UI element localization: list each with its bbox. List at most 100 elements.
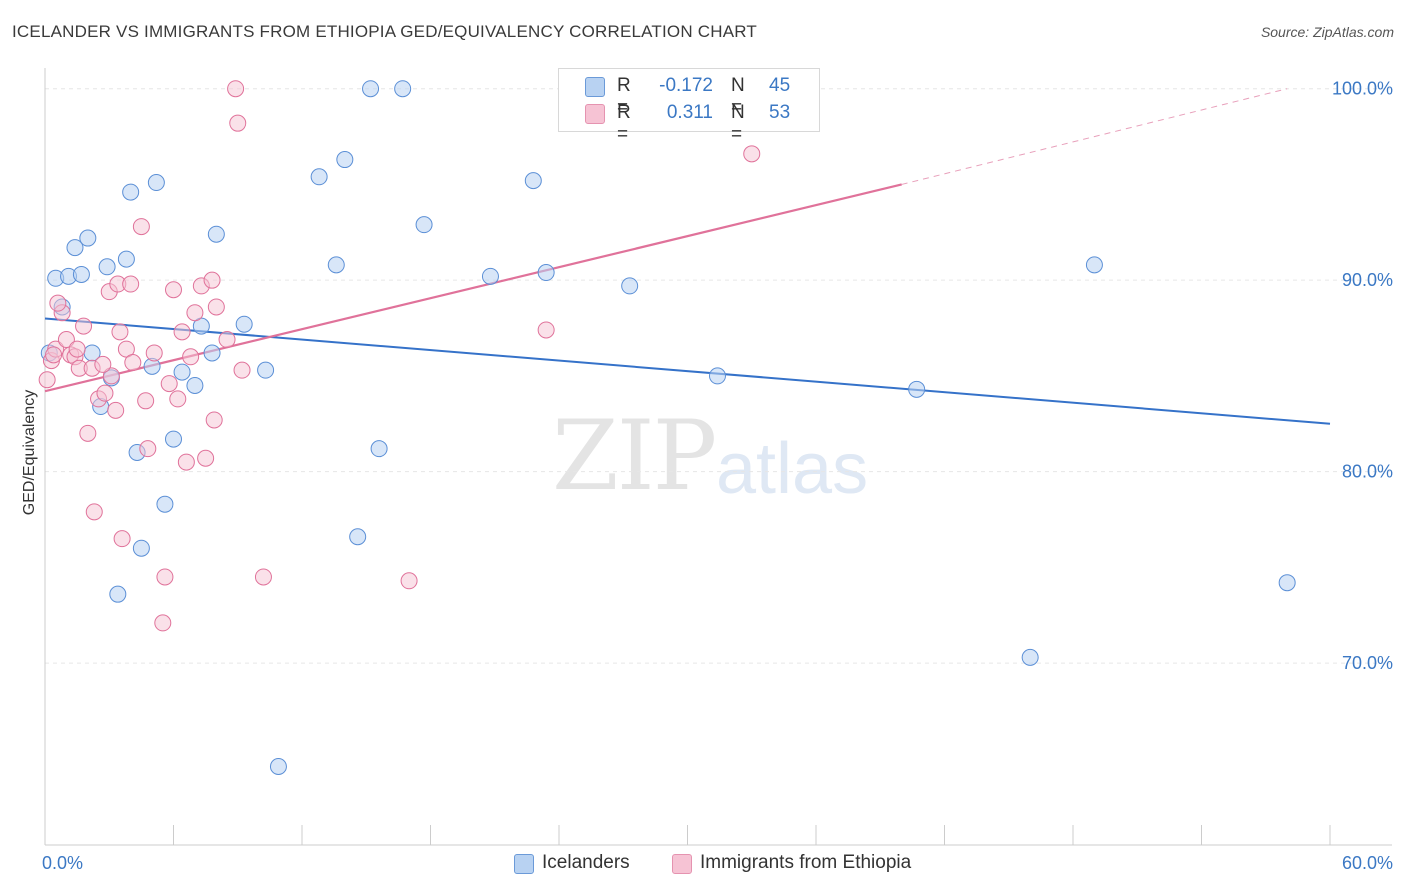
icelander-point	[1021, 648, 1039, 666]
icelander-point	[122, 183, 140, 201]
ethiopia-point	[139, 440, 157, 458]
ethiopia-point	[145, 344, 163, 362]
legend-r-label: R =	[617, 75, 631, 118]
ethiopia-point	[254, 568, 272, 586]
icelander-point	[1278, 574, 1296, 592]
ethiopia-point	[182, 348, 200, 366]
ethiopia-point	[75, 317, 93, 335]
ethiopia-point	[218, 331, 236, 349]
legend-r-value: 0.311	[666, 102, 713, 123]
ethiopia-point	[177, 453, 195, 471]
legend-r-label: R =	[617, 102, 631, 145]
icelander-point	[370, 440, 388, 458]
legend-n-label: N =	[731, 75, 745, 118]
ethiopia-point	[537, 321, 555, 339]
ethiopia-point	[124, 354, 142, 372]
ethiopia-point	[96, 384, 114, 402]
legend-r-value: -0.172	[659, 75, 713, 96]
y-tick-label: 70.0%	[1342, 653, 1393, 673]
stats-legend: R = -0.172 N = 45 R = 0.311 N = 53	[558, 68, 820, 145]
chart-title: ICELANDER VS IMMIGRANTS FROM ETHIOPIA GE…	[12, 22, 758, 41]
ethiopia-point	[94, 355, 112, 373]
legend-swatch-pink	[585, 104, 605, 124]
data-points	[38, 80, 1296, 775]
icelander-point	[394, 80, 412, 98]
legend-label: Immigrants from Ethiopia	[700, 852, 912, 873]
icelander-point	[66, 239, 84, 257]
icelander-point	[349, 528, 367, 546]
icelander-point	[156, 495, 174, 513]
icelander-point	[117, 250, 135, 268]
x-tick-label: 60.0%	[1342, 853, 1393, 873]
ethiopia-point	[111, 323, 129, 341]
ethiopia-point	[107, 401, 125, 419]
ethiopia-point	[233, 361, 251, 379]
x-tick-label: 0.0%	[42, 853, 83, 873]
ethiopia-point	[173, 323, 191, 341]
ethiopia-point	[49, 294, 67, 312]
tick-labels: 70.0% 80.0% 90.0% 100.0% 0.0% 60.0% GED/Equiva…	[21, 79, 1393, 873]
ethiopia-point	[400, 572, 418, 590]
icelander-trend-line	[44, 317, 1331, 425]
ethiopia-point	[743, 145, 761, 163]
icelander-point	[98, 258, 116, 276]
icelander-point	[186, 376, 204, 394]
icelander-point	[203, 344, 221, 362]
source-credit: Source: ZipAtlas.com	[1260, 24, 1394, 40]
icelander-point	[207, 225, 225, 243]
ethiopia-point	[156, 568, 174, 586]
ethiopia-point	[154, 614, 172, 632]
icelander-point	[132, 539, 150, 557]
icelander-point	[235, 315, 253, 333]
icelander-point	[415, 216, 433, 234]
ethiopia-point	[68, 340, 86, 358]
legend-label: Icelanders	[542, 852, 630, 873]
ethiopia-point	[169, 390, 187, 408]
icelander-point	[79, 229, 97, 247]
ethiopia-point	[160, 375, 178, 393]
icelander-point	[173, 363, 191, 381]
icelander-point	[362, 80, 380, 98]
ethiopia-point	[203, 271, 221, 289]
ethiopia-point	[207, 298, 225, 316]
icelander-point	[269, 758, 287, 775]
ethiopia-point	[102, 367, 120, 385]
ethiopia-point	[186, 304, 204, 322]
legend-n-value: 45	[769, 75, 791, 96]
ethiopia-point	[45, 346, 63, 364]
icelander-point	[537, 264, 555, 282]
ethiopia-point	[205, 411, 223, 429]
legend-n-value: 53	[769, 102, 791, 123]
y-axis-label: GED/Equivalency	[21, 390, 38, 515]
icelander-point	[165, 430, 182, 448]
y-tick-label: 80.0%	[1342, 462, 1393, 482]
ethiopia-point	[122, 275, 140, 293]
ethiopia-point	[137, 392, 155, 410]
ethiopia-point	[227, 80, 245, 98]
ethiopia-point	[229, 114, 247, 132]
legend-swatch-blue	[514, 854, 534, 874]
icelander-point	[327, 256, 345, 274]
icelander-point	[336, 151, 354, 169]
icelander-point	[257, 361, 275, 379]
y-tick-label: 90.0%	[1342, 270, 1393, 290]
icelander-point	[908, 380, 926, 398]
ethiopia-trend-extension	[901, 88, 1288, 185]
legend-n-label: N =	[731, 102, 745, 145]
ethiopia-point	[165, 281, 182, 299]
icelander-point	[147, 174, 165, 192]
icelander-point	[1085, 256, 1103, 274]
ethiopia-point	[132, 218, 150, 236]
watermark-atlas: atlas	[716, 429, 869, 509]
y-tick-label: 100.0%	[1332, 79, 1393, 99]
icelander-point	[621, 277, 639, 295]
watermark-zip: ZIP	[552, 400, 717, 512]
icelander-point	[481, 267, 499, 285]
ethiopia-point	[197, 449, 215, 467]
ethiopia-point	[38, 371, 56, 389]
legend-swatch-pink	[672, 854, 692, 874]
ethiopia-point	[85, 503, 103, 521]
icelander-point	[524, 172, 542, 190]
icelander-point	[109, 585, 127, 603]
